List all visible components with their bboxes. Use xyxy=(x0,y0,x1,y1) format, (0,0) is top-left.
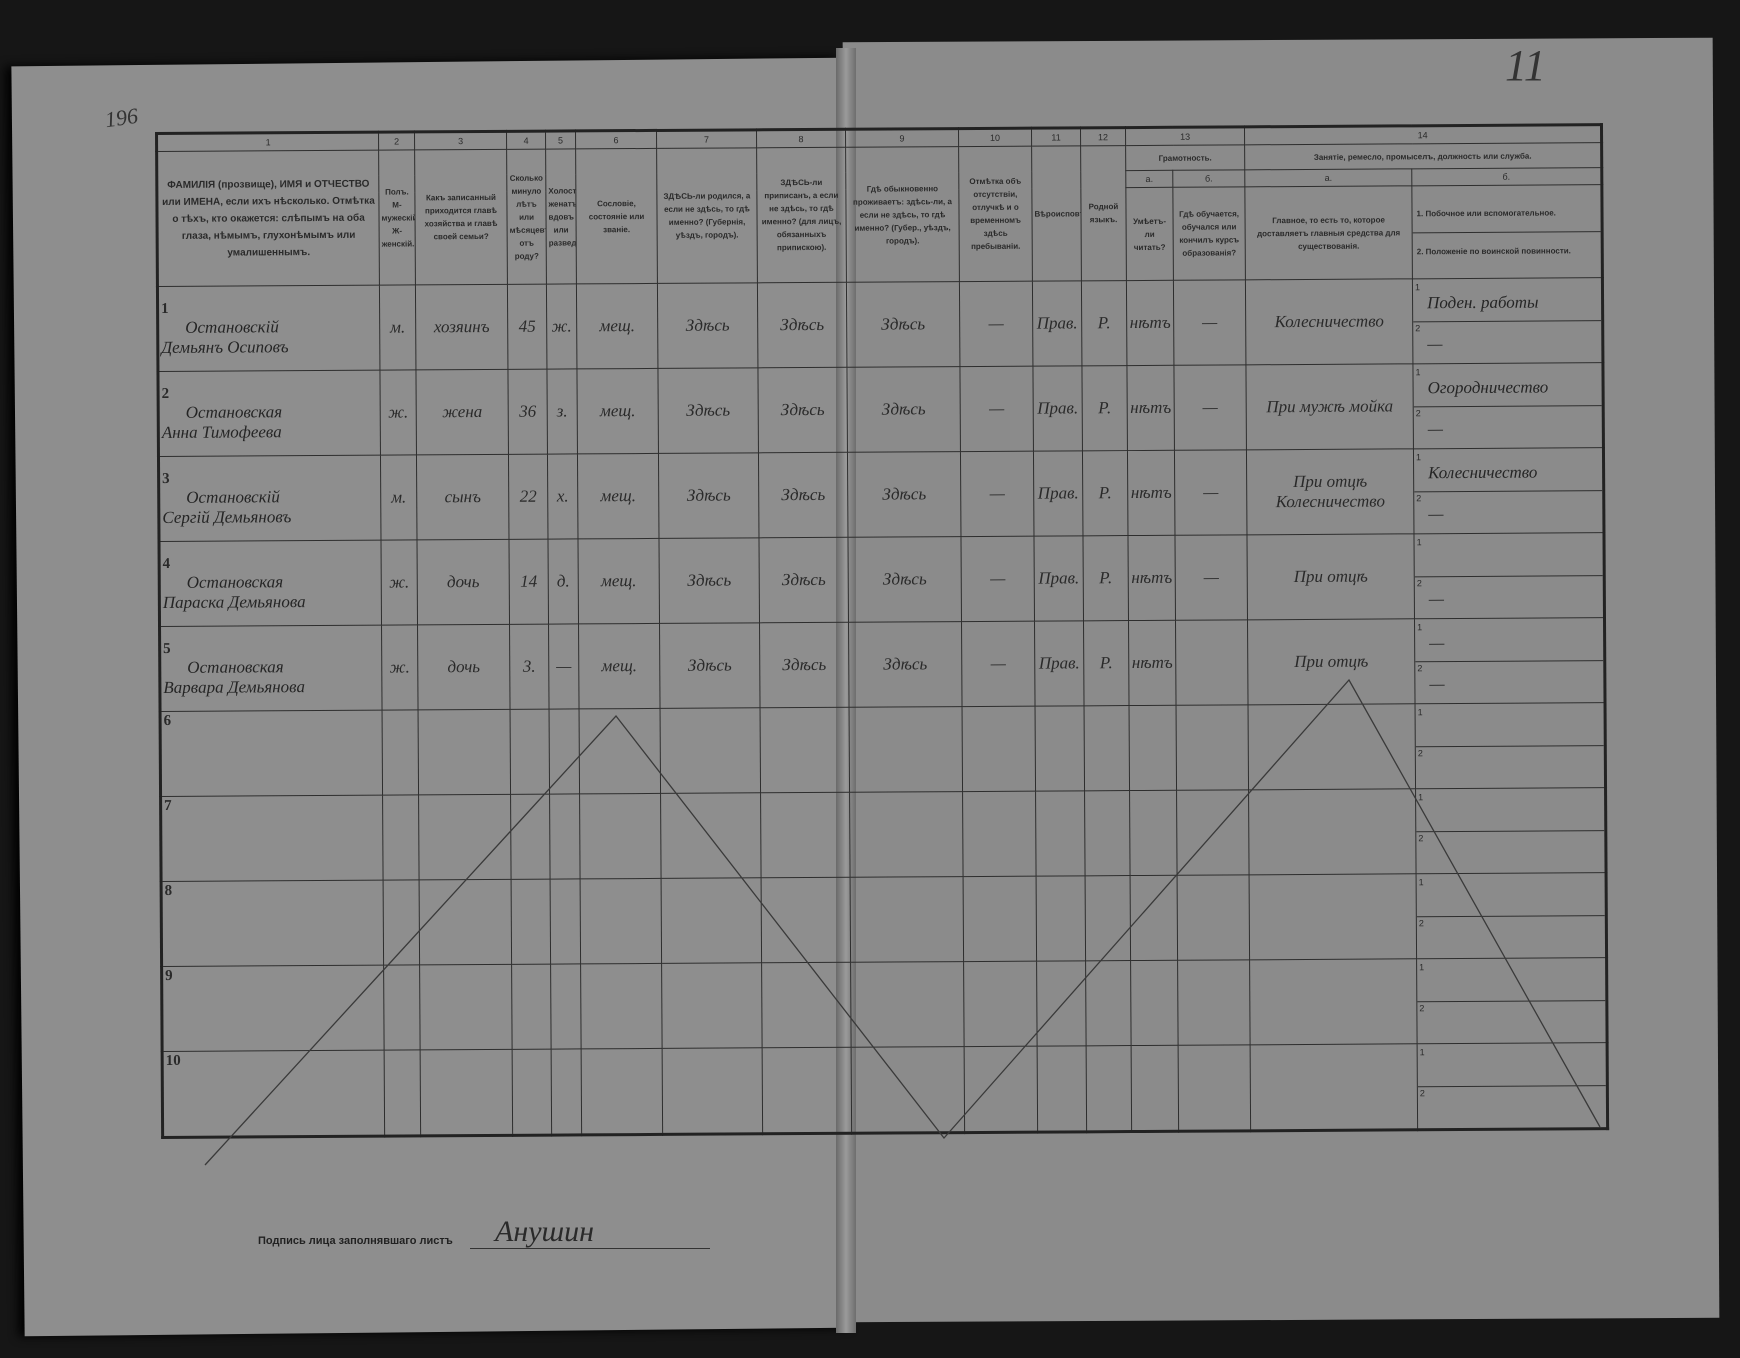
signature-label: Подпись лица заполнявшаго листъ xyxy=(258,1235,453,1247)
book-gutter xyxy=(836,48,856,1333)
signature: Анушин xyxy=(495,1215,595,1248)
sheet-number: 11 xyxy=(1505,41,1546,90)
signature-line xyxy=(470,1248,710,1249)
cancellation-line xyxy=(204,678,1601,1166)
